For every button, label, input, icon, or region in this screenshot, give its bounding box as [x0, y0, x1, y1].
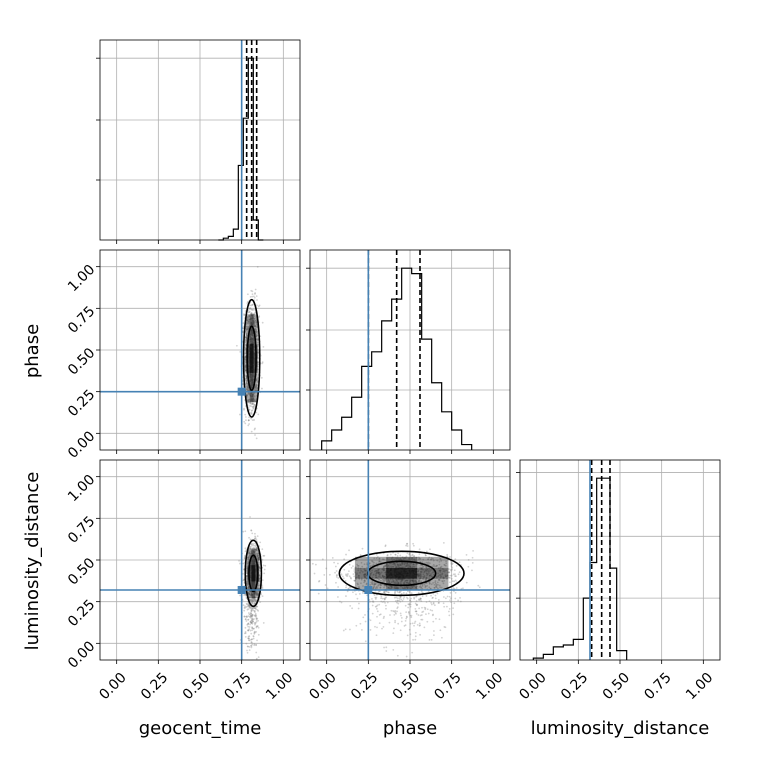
- hist-2-xticklabel-2: 0.50: [600, 670, 633, 703]
- p20-xticklabel-0: 0.00: [96, 670, 129, 703]
- contour-phase-vs-geocent-time-1: [242, 298, 261, 418]
- p21-xticklabel-1: 0.25: [348, 670, 381, 703]
- p10-yticklabel-1: 0.25: [65, 387, 98, 420]
- hist-2-xticklabel-0: 0.00: [516, 670, 549, 703]
- hist-geocent-time-steps: [218, 57, 264, 241]
- panel-2d-luminosity-distance-vs-geocent-time: 0.00 0.25 0.50 0.75 1.000.000.250.500.751.00: [65, 459, 301, 703]
- p20-yticklabel-0: 0.00: [65, 638, 98, 671]
- panel-hist-luminosity-distance: 0.00 0.25 0.50 0.75 1.00: [516, 459, 721, 703]
- contour-luminosity-distance-vs-phase-1: [338, 550, 465, 597]
- truth-marker-luminosity-distance-vs-geocent-time: [237, 586, 246, 594]
- p20-xticklabel-4: 1.00: [263, 670, 296, 703]
- frame-luminosity-distance-vs-phase: [309, 459, 511, 661]
- panel-hist-phase: [306, 249, 511, 454]
- p10-yticklabel-4: 1.00: [65, 262, 98, 295]
- xlabel-phase: phase: [383, 718, 437, 739]
- p21-xticklabel-4: 1.00: [473, 670, 506, 703]
- xlabel-luminosity-distance: luminosity_distance: [531, 718, 710, 739]
- contour-phase-vs-geocent-time-0: [246, 325, 257, 392]
- hist-2-xticklabel-4: 1.00: [683, 670, 716, 703]
- hist-luminosity-distance-steps: [532, 477, 628, 660]
- hist-2-xticklabel-3: 0.75: [641, 670, 674, 703]
- panel-2d-phase-vs-geocent-time: 0.00 0.25 0.50 0.75 1.00: [65, 249, 301, 462]
- hist-1-frame: [309, 249, 511, 451]
- p20-xticklabel-3: 0.75: [221, 670, 254, 703]
- axis-labels: geocent_time phase luminosity_distance p…: [22, 324, 709, 739]
- p20-yticklabel-2: 0.50: [65, 555, 98, 588]
- p20-yticklabel-1: 0.25: [65, 597, 98, 630]
- samples-luminosity-distance-vs-geocent-time: [238, 516, 267, 660]
- truth-marker-luminosity-distance-vs-phase: [364, 586, 373, 594]
- hist-0-frame: [99, 39, 301, 241]
- hist-2-frame: [519, 459, 721, 661]
- hist-2-xticklabel-1: 0.25: [558, 670, 591, 703]
- p10-yticklabel-0: 0.00: [65, 428, 98, 461]
- p20-yticklabel-3: 0.75: [65, 513, 98, 546]
- ylabel-luminosity-distance: luminosity_distance: [22, 472, 43, 651]
- frame-luminosity-distance-vs-geocent-time: [99, 459, 301, 661]
- samples-luminosity-distance-vs-phase: [311, 541, 481, 658]
- panel-hist-geocent-time: [96, 39, 301, 244]
- contour-luminosity-distance-vs-geocent-time-0: [248, 554, 259, 593]
- frame-phase-vs-geocent-time: [99, 249, 301, 451]
- p10-yticklabel-3: 0.75: [65, 303, 98, 336]
- p21-xticklabel-2: 0.50: [390, 670, 423, 703]
- p21-xticklabel-0: 0.00: [306, 670, 339, 703]
- xlabel-geocent-time: geocent_time: [139, 718, 262, 739]
- p20-xticklabel-1: 0.25: [138, 670, 171, 703]
- ylabel-phase: phase: [22, 324, 43, 378]
- p20-yticklabel-4: 1.00: [65, 472, 98, 505]
- contour-luminosity-distance-vs-geocent-time-1: [244, 539, 263, 608]
- p20-xticklabel-2: 0.50: [180, 670, 213, 703]
- p21-xticklabel-3: 0.75: [431, 670, 464, 703]
- panel-2d-luminosity-distance-vs-phase: 0.00 0.25 0.50 0.75 1.00: [306, 459, 511, 703]
- p10-yticklabel-2: 0.50: [65, 345, 98, 378]
- truth-marker-phase-vs-geocent-time: [237, 387, 246, 396]
- samples-phase-vs-geocent-time: [235, 265, 265, 440]
- panels: 0.00 0.25 0.50 0.75 1.000.000.250.500.751.00…: [65, 39, 721, 703]
